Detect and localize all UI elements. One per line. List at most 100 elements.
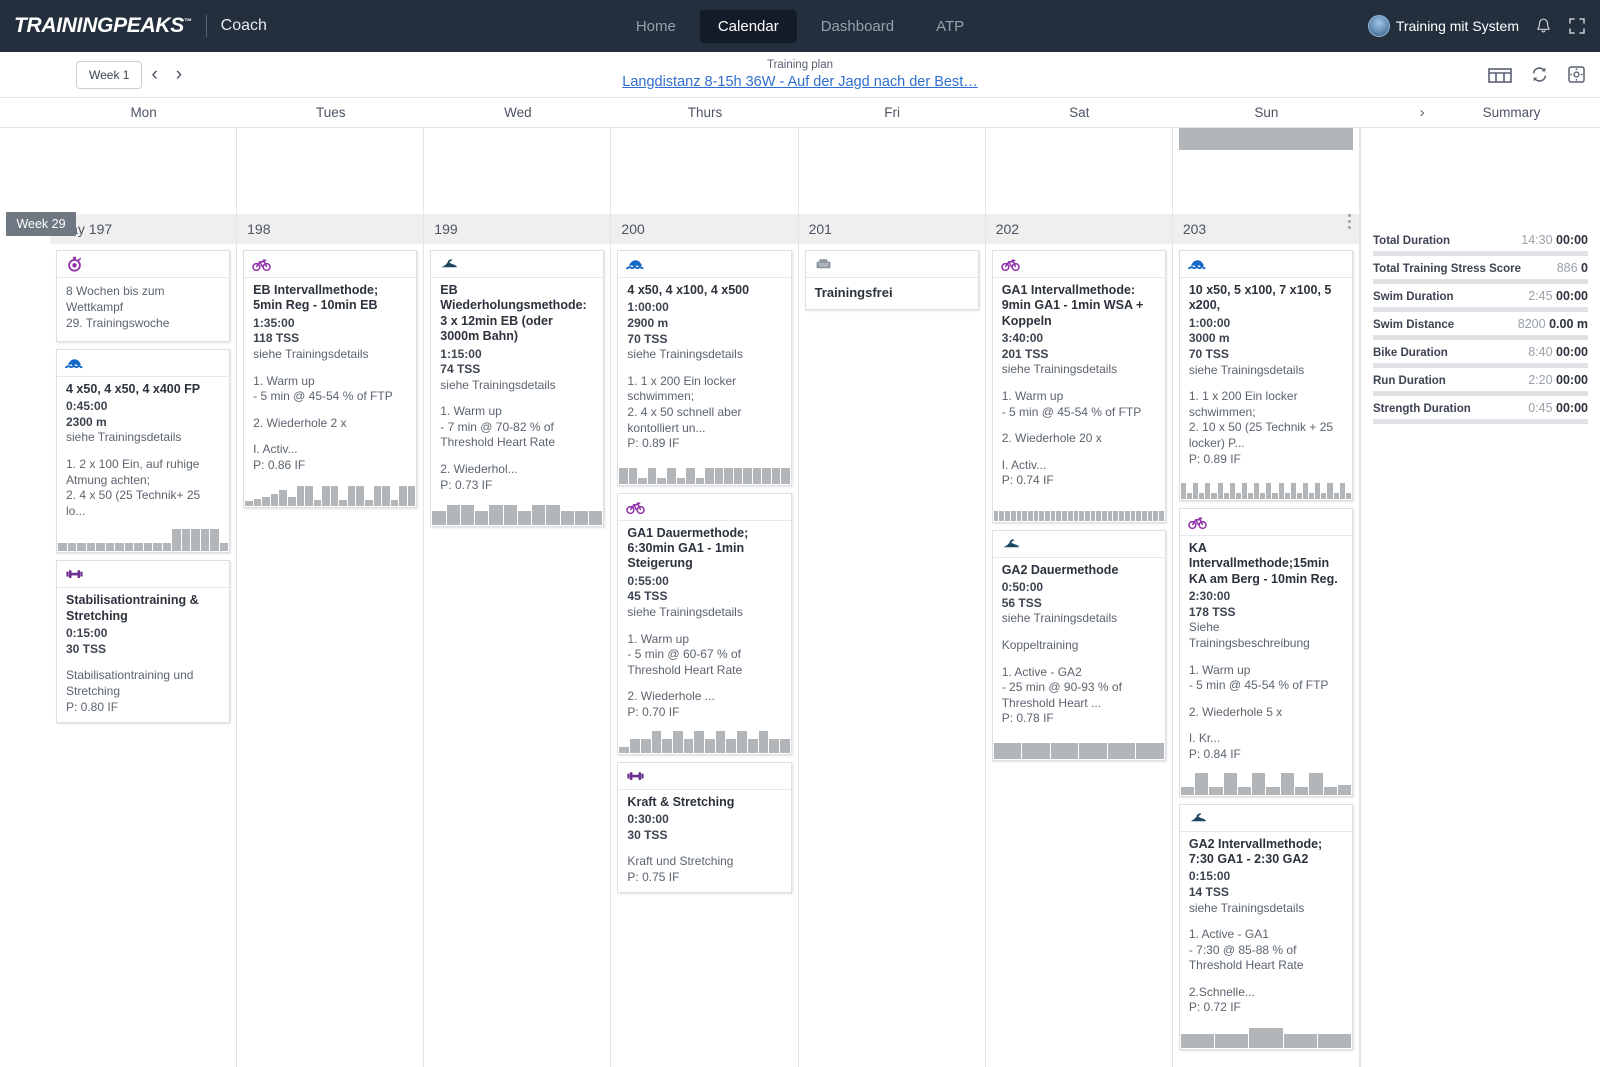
user-menu[interactable]: Training mit System [1367, 15, 1519, 37]
summary-actual-value: 00:00 [1556, 345, 1588, 359]
bike-icon [252, 256, 271, 272]
workout-details-link[interactable]: siehe Trainingsdetails [1001, 362, 1118, 377]
calendar-view-icon[interactable] [1488, 66, 1512, 84]
workout-details-link[interactable]: siehe Trainingsdetails [1188, 362, 1305, 377]
workout-distance: 2900 m [627, 315, 669, 330]
workout-details-link[interactable]: siehe Trainingsdetails [440, 377, 556, 392]
calendar-toolbar: Week 1 ‹ › Training plan Langdistanz 8-1… [0, 52, 1600, 98]
workout-distance: 3000 m [1188, 331, 1230, 346]
user-name-label: Training mit System [1395, 18, 1519, 34]
training-plan-name-link[interactable]: Langdistanz 8-15h 36W - Auf der Jagd nac… [622, 73, 978, 90]
workout-card[interactable]: GA1 Intervallmethode: 9min GA1 - 1min WS… [991, 250, 1166, 523]
day-cell-thurs[interactable]: 4 x50, 4 x100, 4 x500 1:00:00 2900 m 70 TSS… [611, 244, 797, 899]
workout-card[interactable]: GA1 Dauermethode; 6:30min GA1 - 1min Ste… [617, 492, 792, 755]
workout-card[interactable]: 4 x50, 4 x50, 4 x400 FP 0:45:00 2300 m sieh… [56, 348, 231, 554]
workout-details-link[interactable]: siehe Trainingsdetails [1001, 611, 1118, 626]
day-cell-wed[interactable]: EB Wiederholungsmethode: 3 x 12min EB (o… [424, 244, 610, 533]
workout-card[interactable]: Kraft & Stretching 0:30:00 30 TSS Kraft und… [617, 761, 792, 894]
workout-card[interactable]: 10 x50, 5 x100, 7 x100, 5 x200, 1:00:00 30… [1178, 250, 1353, 502]
workout-details-link[interactable]: Siehe Trainingsbeschreibung [1188, 620, 1310, 650]
week-range-button[interactable]: Week 1 [76, 60, 143, 89]
day-cell-sat[interactable]: GA1 Intervallmethode: 9min GA1 - 1min WS… [986, 244, 1172, 767]
day-number-day-197: Day 197 [50, 214, 237, 244]
nav-item-atp[interactable]: ATP [936, 17, 965, 35]
note-line: Wettkampf [66, 299, 124, 314]
workout-step-line: 2. Wiederhole 20 x [1001, 431, 1102, 446]
summary-planned-value: 14:30 [1521, 233, 1553, 247]
workout-title: GA2 Dauermethode [1001, 562, 1119, 577]
workout-card-body: EB Intervallmethode; 5min Reg - 10min EB… [244, 278, 416, 481]
workout-step-line: Stabilisationtraining und [66, 668, 194, 683]
day-header-fri: Fri [884, 105, 900, 120]
workout-duration: 0:30:00 [627, 811, 669, 826]
workout-card[interactable]: EB Intervallmethode; 5min Reg - 10min EB… [243, 250, 418, 508]
gear-icon[interactable] [1567, 65, 1586, 84]
brand-divider [205, 15, 207, 37]
workout-details-link[interactable]: siehe Trainingsdetails [253, 346, 369, 361]
summary-row-swim-distance: Swim Distance 8200 0.00 m [1373, 312, 1588, 335]
bell-icon[interactable] [1535, 17, 1552, 35]
expand-summary-chevron-icon[interactable]: › [1419, 104, 1425, 121]
workout-tss: 30 TSS [66, 641, 107, 656]
app-logo[interactable]: TRAININGPEAKS™ [14, 14, 192, 38]
nav-item-calendar[interactable]: Calendar [699, 9, 797, 43]
workout-step-line: - 7 min @ 70-82 % of [440, 419, 554, 434]
day-cell-tues[interactable]: EB Intervallmethode; 5min Reg - 10min EB… [237, 244, 423, 514]
milestone-note-card[interactable]: 8 Wochen bis zum Wettkampf 29. Trainingswo… [56, 250, 231, 342]
summary-metric-label: Strength Duration [1373, 403, 1471, 415]
summary-drag-handle[interactable] [1348, 214, 1351, 229]
nav-right-area: Training mit System [1367, 15, 1586, 37]
workout-duration: 0:15:00 [66, 626, 108, 641]
workout-card-body: GA1 Dauermethode; 6:30min GA1 - 1min Ste… [618, 521, 790, 728]
workout-duration: 1:00:00 [1188, 315, 1231, 330]
day-column-mon: Day 197 8 Wochen bis zum Wettkampf 29. Trai… [50, 128, 238, 1067]
workout-title: 4 x50, 4 x100, 4 x500 [627, 283, 750, 297]
workout-card[interactable]: GA2 Dauermethode 0:50:00 56 TSS siehe Train… [991, 529, 1166, 761]
week-gutter: Week 29 [0, 128, 76, 1067]
day-cell-sun[interactable]: 10 x50, 5 x100, 7 x100, 5 x200, 1:00:00 30… [1173, 244, 1359, 1056]
workout-step-line: 1. 2 x 100 Ein, auf ruhige [66, 457, 200, 472]
nav-item-dashboard[interactable]: Dashboard [820, 17, 895, 35]
nav-item-home[interactable]: Home [635, 17, 676, 35]
day-column-sun: 203 10 x50, 5 x100, 7 x100, 5 x200, 1:00:0… [1172, 128, 1360, 1067]
workout-card[interactable]: KA Intervallmethode;15min KA am Berg - 1… [1178, 508, 1353, 797]
fullscreen-icon[interactable] [1568, 17, 1586, 35]
workout-card[interactable]: GA2 Intervallmethode; 7:30 GA1 - 2:30 GA… [1178, 803, 1353, 1051]
summary-row-divider [1373, 391, 1588, 396]
summary-row-swim-duration: Swim Duration 2:45 00:00 [1373, 284, 1588, 307]
workout-step-blank [1002, 420, 1156, 431]
bike-icon [1188, 514, 1207, 530]
workout-tss: 70 TSS [627, 331, 668, 346]
summary-row-strength-duration: Strength Duration 0:45 00:00 [1373, 396, 1588, 419]
workout-card-header [992, 251, 1165, 278]
day-cell-fri[interactable]: Trainingsfrei [799, 244, 985, 316]
workout-step-line: 1. 1 x 200 Ein locker [1188, 389, 1298, 404]
workout-step-line: schwimmen; [627, 389, 695, 404]
workout-step-line: 1. 1 x 200 Ein locker [627, 373, 737, 388]
workout-step-blank [1002, 447, 1156, 458]
previous-day-overflow-area [1173, 128, 1359, 214]
summary-metric-values: 886 0 [1557, 261, 1588, 275]
summary-actual-value: 00:00 [1556, 289, 1588, 303]
workout-details-link[interactable]: siehe Trainingsdetails [66, 430, 182, 445]
workout-details-link[interactable]: siehe Trainingsdetails [1188, 900, 1305, 915]
summary-actual-value: 0 [1581, 261, 1588, 275]
next-week-button[interactable]: › [175, 64, 183, 85]
rest-day-card[interactable]: Trainingsfrei [804, 250, 979, 310]
prev-week-button[interactable]: ‹ [151, 64, 158, 85]
day-cell-mon[interactable]: 8 Wochen bis zum Wettkampf 29. Trainingswo… [50, 244, 236, 729]
workout-details-link[interactable]: siehe Trainingsdetails [627, 605, 743, 620]
summary-row-divider [1373, 251, 1588, 256]
day-header-sat: Sat [1069, 105, 1090, 120]
workout-card[interactable]: Stabilisationtraining & Stretching 0:15:0… [56, 560, 231, 724]
workout-card[interactable]: EB Wiederholungsmethode: 3 x 12min EB (o… [430, 250, 605, 528]
workout-tss: 201 TSS [1001, 346, 1049, 361]
refresh-icon[interactable] [1530, 65, 1549, 84]
workout-tss: 14 TSS [1188, 884, 1229, 899]
summary-metrics-list: Total Duration 14:30 00:00 Total Training … [1361, 128, 1600, 424]
workout-title: GA1 Intervallmethode: 9min GA1 - 1min WS… [1001, 283, 1144, 328]
workout-details-link[interactable]: siehe Trainingsdetails [627, 347, 743, 362]
workout-step-blank [627, 678, 781, 689]
workout-card[interactable]: 4 x50, 4 x100, 4 x500 1:00:00 2900 m 70 TSS… [617, 250, 792, 486]
workout-title: GA1 Dauermethode; 6:30min GA1 - 1min Ste… [627, 525, 749, 571]
